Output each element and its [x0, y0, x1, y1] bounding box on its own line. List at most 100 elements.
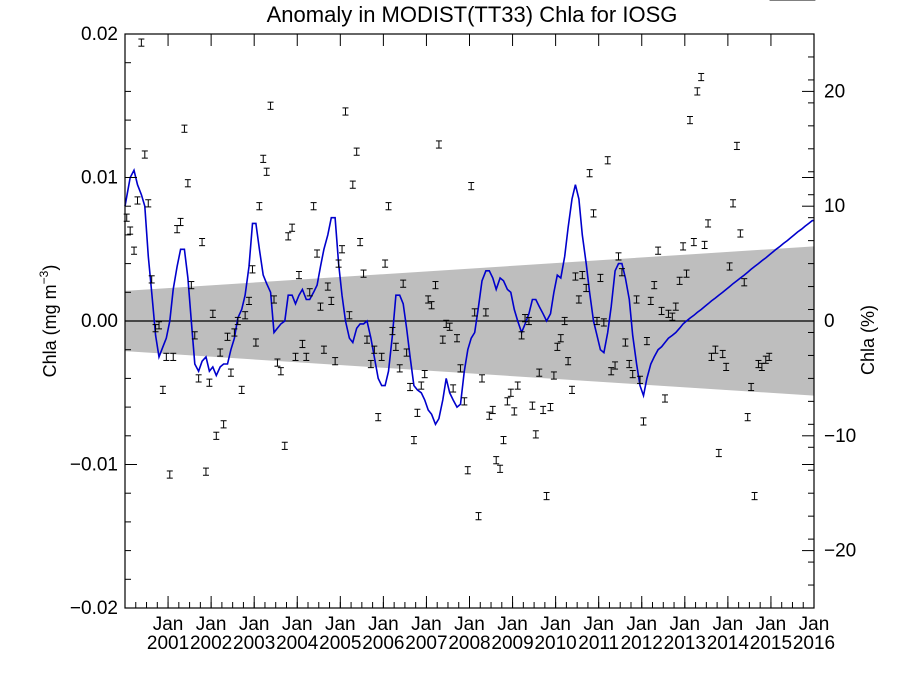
data-point	[471, 308, 478, 317]
data-point	[166, 470, 173, 479]
data-point	[414, 408, 421, 417]
data-point	[662, 394, 669, 403]
data-point	[310, 202, 317, 211]
data-point	[339, 245, 346, 254]
data-point	[206, 378, 213, 387]
x-tick-year-label: 2013	[664, 633, 706, 654]
data-point	[418, 381, 425, 390]
data-point	[550, 371, 557, 380]
data-point	[357, 237, 364, 247]
data-point	[177, 217, 184, 227]
data-point	[572, 272, 579, 281]
data-point	[274, 358, 281, 367]
x-tick-year-label: 2007	[405, 633, 447, 654]
data-point	[730, 199, 737, 208]
data-point	[686, 116, 693, 125]
data-point	[575, 295, 582, 304]
data-point	[651, 281, 658, 290]
data-point	[249, 265, 256, 274]
x-tick-year-label: 2005	[319, 633, 361, 654]
data-point	[156, 321, 163, 330]
data-point	[342, 107, 349, 116]
x-tick-month-label: Jan	[626, 614, 657, 635]
data-point	[202, 467, 209, 476]
x-tick-year-label: 2011	[578, 633, 619, 654]
y2-tick-label: 20	[824, 81, 845, 102]
data-point	[432, 281, 439, 290]
data-point	[349, 180, 356, 189]
data-point	[407, 382, 414, 392]
data-point	[461, 397, 468, 406]
data-point	[188, 281, 195, 290]
data-point	[335, 259, 342, 268]
data-point	[328, 296, 335, 305]
data-point	[195, 374, 202, 383]
data-point	[518, 331, 525, 340]
data-point	[410, 436, 417, 445]
data-point	[346, 311, 353, 320]
data-point	[396, 364, 403, 373]
data-point	[665, 309, 672, 318]
data-point	[622, 338, 629, 347]
x-tick-month-label: Jan	[669, 614, 700, 635]
data-point	[389, 326, 396, 336]
data-point	[744, 413, 751, 422]
data-point	[590, 209, 597, 218]
data-point	[428, 301, 435, 310]
data-point	[163, 352, 170, 361]
y2-tick-label: −10	[824, 426, 856, 447]
x-tick-year-label: 2008	[448, 633, 490, 654]
data-point	[676, 276, 683, 285]
data-point	[289, 223, 296, 232]
data-point	[680, 242, 687, 251]
data-point	[170, 352, 177, 361]
data-point	[737, 229, 744, 238]
data-point	[514, 381, 521, 390]
data-point	[604, 156, 611, 165]
x-tick-year-label: 2002	[190, 633, 232, 654]
data-point	[242, 311, 249, 320]
x-tick-year-label: 2009	[491, 633, 533, 654]
data-point	[766, 352, 773, 361]
data-point	[629, 370, 636, 379]
data-point	[608, 367, 615, 376]
data-point	[320, 345, 327, 354]
data-point	[252, 338, 259, 347]
data-point	[726, 262, 733, 271]
data-point	[234, 316, 241, 326]
data-point	[658, 306, 665, 316]
data-point	[443, 319, 450, 328]
x-tick-month-label: Jan	[368, 614, 399, 635]
data-point	[217, 348, 224, 357]
data-point	[364, 335, 371, 344]
data-point	[637, 375, 644, 384]
data-point	[392, 342, 399, 351]
data-point	[148, 275, 155, 284]
data-point	[378, 352, 385, 361]
x-tick-month-label: Jan	[497, 614, 528, 635]
data-point	[220, 420, 227, 429]
data-point	[450, 384, 457, 393]
data-point	[762, 355, 769, 364]
data-point	[285, 232, 292, 241]
data-point	[324, 282, 331, 291]
data-point	[181, 124, 188, 133]
data-point	[382, 259, 389, 268]
y2-tick-label: −20	[824, 541, 856, 562]
data-point	[554, 342, 561, 351]
data-point	[246, 296, 253, 305]
data-point	[482, 308, 489, 317]
y2-tick-label: 0	[824, 311, 835, 332]
data-point	[500, 436, 507, 445]
data-point	[655, 246, 662, 255]
x-tick-year-label: 2001	[147, 633, 189, 654]
data-point	[270, 295, 277, 304]
data-point	[256, 202, 263, 211]
data-point	[213, 431, 220, 440]
x-tick-year-label: 2016	[793, 633, 835, 654]
data-point	[439, 335, 446, 344]
data-point	[640, 417, 647, 426]
data-point	[733, 141, 740, 151]
x-tick-year-label: 2012	[621, 633, 663, 654]
